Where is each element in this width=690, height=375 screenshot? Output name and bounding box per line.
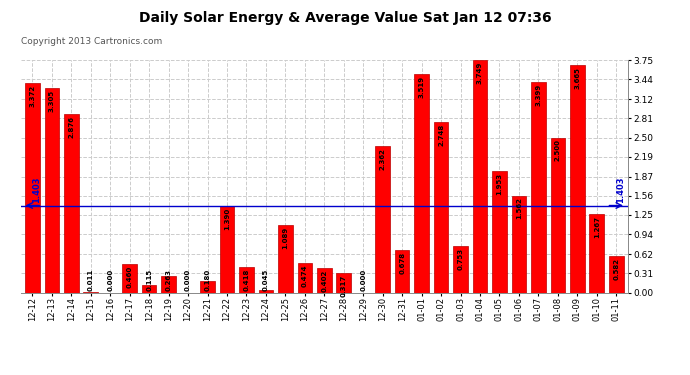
Bar [297, 263, 312, 292]
Text: 3.399: 3.399 [535, 84, 542, 106]
Bar [161, 276, 176, 292]
Bar [609, 256, 624, 292]
Bar [453, 246, 468, 292]
Bar [200, 281, 215, 292]
Bar [45, 88, 59, 292]
Text: 0.045: 0.045 [263, 269, 269, 291]
Text: 0.753: 0.753 [457, 248, 464, 270]
Text: 0.582: 0.582 [613, 258, 619, 280]
Text: 0.418: 0.418 [244, 268, 250, 291]
Bar [589, 214, 604, 292]
Bar [395, 251, 409, 292]
Bar [551, 138, 565, 292]
Bar [570, 65, 584, 292]
Bar [473, 60, 487, 292]
Text: 0.011: 0.011 [88, 269, 94, 291]
Bar [337, 273, 351, 292]
Bar [375, 146, 390, 292]
Text: 0.474: 0.474 [302, 265, 308, 288]
Bar [278, 225, 293, 292]
Text: 2.362: 2.362 [380, 148, 386, 170]
Text: 0.402: 0.402 [322, 269, 327, 292]
Text: Copyright 2013 Cartronics.com: Copyright 2013 Cartronics.com [21, 38, 162, 46]
Bar [142, 285, 157, 292]
Text: 3.519: 3.519 [419, 76, 424, 98]
Text: 0.263: 0.263 [166, 269, 172, 291]
Bar [239, 267, 254, 292]
Bar [25, 83, 39, 292]
Bar [511, 196, 526, 292]
Text: 1.403: 1.403 [32, 177, 41, 203]
Text: 0.460: 0.460 [127, 266, 132, 288]
Text: 1.403: 1.403 [615, 177, 624, 203]
Text: Daily Solar Energy & Average Value Sat Jan 12 07:36: Daily Solar Energy & Average Value Sat J… [139, 11, 551, 25]
Text: 3.372: 3.372 [30, 85, 35, 107]
Text: 0.317: 0.317 [341, 275, 347, 297]
Text: 0.180: 0.180 [204, 269, 210, 291]
Text: 3.665: 3.665 [574, 67, 580, 89]
Text: 1.562: 1.562 [516, 198, 522, 219]
Bar [414, 74, 429, 292]
Text: 0.115: 0.115 [146, 269, 152, 291]
Bar [64, 114, 79, 292]
Bar [317, 268, 332, 292]
Bar [219, 206, 235, 292]
Text: 2.500: 2.500 [555, 140, 561, 161]
Bar [531, 82, 546, 292]
Text: 0.000: 0.000 [185, 269, 191, 291]
Text: 1.390: 1.390 [224, 208, 230, 230]
Bar [434, 122, 448, 292]
Text: 3.749: 3.749 [477, 62, 483, 84]
Text: 1.267: 1.267 [594, 216, 600, 238]
Text: 0.000: 0.000 [360, 269, 366, 291]
Text: 0.678: 0.678 [399, 252, 405, 274]
Bar [122, 264, 137, 292]
Text: 3.305: 3.305 [49, 90, 55, 112]
Bar [492, 171, 506, 292]
Bar [259, 290, 273, 292]
Text: 2.876: 2.876 [68, 116, 75, 138]
Text: 1.953: 1.953 [496, 173, 502, 195]
Text: 0.000: 0.000 [107, 269, 113, 291]
Text: 1.089: 1.089 [282, 227, 288, 249]
Text: 2.748: 2.748 [438, 124, 444, 146]
